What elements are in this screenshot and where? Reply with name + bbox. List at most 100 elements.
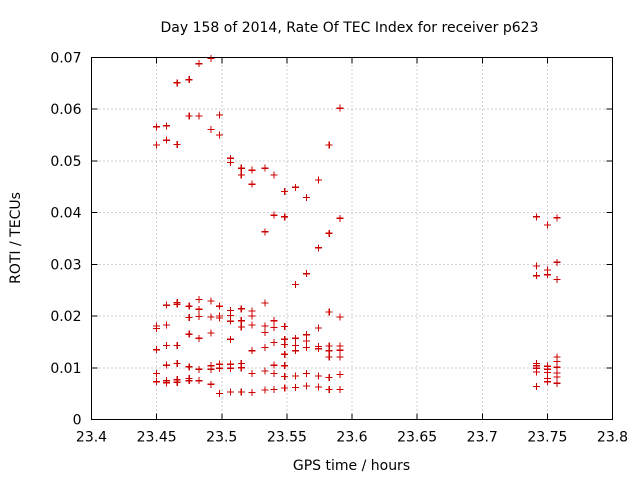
data-point-marker — [185, 363, 193, 371]
data-point-marker — [270, 361, 278, 369]
data-point-marker — [292, 383, 300, 391]
data-point-marker — [261, 329, 269, 337]
data-point-marker — [325, 347, 333, 355]
data-point-marker — [314, 372, 322, 380]
data-point-marker — [336, 104, 344, 112]
data-point-marker — [325, 308, 333, 316]
data-point-marker — [302, 270, 310, 278]
data-point-marker — [543, 221, 551, 229]
data-point-marker — [185, 112, 193, 120]
data-point-marker — [261, 386, 269, 394]
x-tick-label: 23.55 — [267, 430, 307, 446]
data-point-marker — [248, 312, 256, 320]
data-point-marker — [162, 321, 170, 329]
data-point-marker — [173, 342, 181, 350]
data-point-marker — [153, 369, 161, 377]
data-point-marker — [325, 386, 333, 394]
data-point-marker — [153, 324, 161, 332]
data-point-marker — [207, 125, 215, 133]
data-point-marker — [207, 55, 215, 63]
x-axis-title: GPS time / hours — [293, 458, 410, 474]
data-point-marker — [173, 140, 181, 148]
data-point-marker — [261, 322, 269, 330]
data-point-marker — [325, 353, 333, 361]
data-point-marker — [237, 171, 245, 179]
data-point-marker — [336, 214, 344, 222]
data-point-marker — [302, 344, 310, 352]
data-point-marker — [185, 76, 193, 84]
data-point-marker — [325, 141, 333, 149]
data-point-marker — [216, 364, 224, 372]
axis-ticks — [91, 57, 613, 420]
data-point-marker — [153, 346, 161, 354]
data-point-marker — [153, 123, 161, 131]
data-point-marker — [185, 314, 193, 322]
data-point-marker — [216, 111, 224, 119]
data-point-marker — [270, 369, 278, 377]
data-point-marker — [302, 194, 310, 202]
data-point-marker — [162, 342, 170, 350]
data-point-marker — [543, 378, 551, 386]
data-point-marker — [237, 323, 245, 331]
x-tick-label: 23.5 — [206, 430, 237, 446]
data-point-marker — [237, 317, 245, 325]
data-point-marker — [270, 171, 278, 179]
data-point-marker — [553, 379, 561, 387]
data-point-marker — [281, 213, 289, 221]
data-point-marker — [281, 187, 289, 195]
y-tick-labels: 0 0.01 0.02 0.03 0.04 0.05 0.06 0.07 — [50, 51, 81, 429]
data-point-marker — [336, 346, 344, 354]
data-point-marker — [533, 262, 541, 270]
data-point-marker — [292, 334, 300, 342]
data-point-marker — [248, 347, 256, 355]
data-point-marker — [195, 112, 203, 120]
data-point-marker — [248, 180, 256, 188]
data-point-marker — [270, 317, 278, 325]
data-point-marker — [173, 360, 181, 368]
data-point-marker — [292, 183, 300, 191]
y-tick-label: 0.07 — [50, 51, 81, 67]
data-point-marker — [314, 345, 322, 353]
y-tick-label: 0.05 — [50, 154, 81, 170]
data-point-marker — [270, 386, 278, 394]
data-point-marker — [185, 377, 193, 385]
data-point-marker — [216, 302, 224, 310]
data-point-marker — [226, 335, 234, 343]
data-point-marker — [553, 373, 561, 381]
data-point-marker — [314, 244, 322, 252]
data-point-marker — [226, 317, 234, 325]
data-point-marker — [302, 337, 310, 345]
data-point-marker — [533, 382, 541, 390]
data-point-marker — [281, 341, 289, 349]
data-point-marker — [336, 353, 344, 361]
data-point-marker — [248, 389, 256, 397]
data-point-marker — [302, 369, 310, 377]
data-point-marker — [270, 338, 278, 346]
data-point-marker — [270, 211, 278, 219]
y-tick-label: 0.01 — [50, 361, 81, 377]
data-point-marker — [270, 323, 278, 331]
data-point-marker — [292, 281, 300, 289]
data-point-marker — [533, 368, 541, 376]
data-point-marker — [237, 164, 245, 172]
data-point-marker — [325, 374, 333, 382]
data-point-marker — [195, 305, 203, 313]
data-point-marker — [226, 388, 234, 396]
x-tick-label: 23.7 — [467, 430, 498, 446]
data-point-marker — [207, 329, 215, 337]
data-point-marker — [185, 302, 193, 310]
data-point-marker — [533, 213, 541, 221]
data-point-marker — [292, 347, 300, 355]
data-point-marker — [226, 364, 234, 372]
data-point-marker — [543, 368, 551, 376]
data-point-marker — [237, 305, 245, 313]
data-point-marker — [195, 365, 203, 373]
data-point-marker — [207, 297, 215, 305]
data-point-marker — [302, 382, 310, 390]
data-point-marker — [292, 372, 300, 380]
data-point-marker — [336, 386, 344, 394]
x-tick-label: 23.4 — [76, 430, 107, 446]
data-point-marker — [207, 380, 215, 388]
data-point-marker — [314, 383, 322, 391]
